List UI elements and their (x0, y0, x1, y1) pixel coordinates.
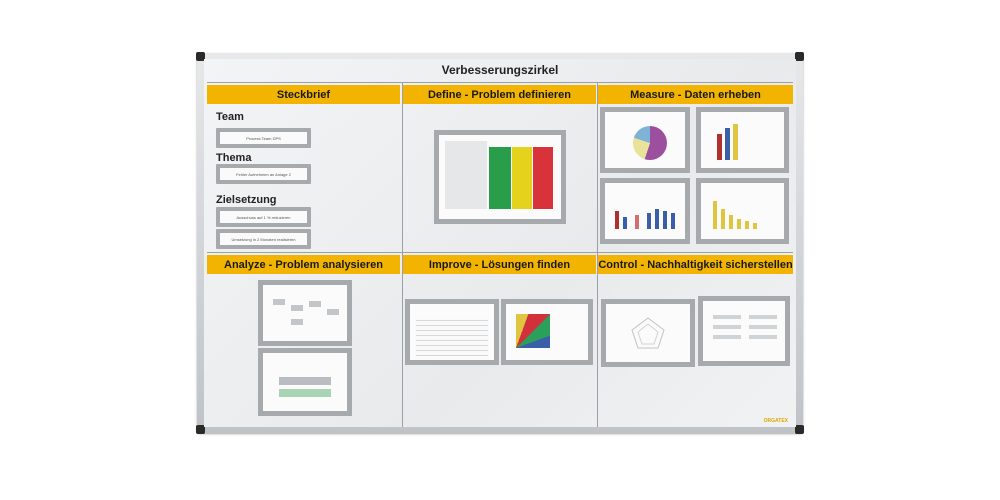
bar (733, 124, 738, 160)
thema-value: Fehler Aufnehmen an Anlage 2 (220, 168, 307, 180)
area-chart (516, 314, 550, 348)
improve-sheet (410, 304, 494, 360)
brand-logo: ORGATEX (763, 418, 788, 424)
frame-corner (795, 425, 804, 434)
bar (713, 201, 717, 229)
flow-box (327, 309, 339, 315)
divider-line (207, 82, 793, 83)
bar (737, 219, 741, 229)
whiteboard: Verbesserungszirkel Steckbrief Define - … (204, 59, 796, 427)
header-analyze: Analyze - Problem analysieren (207, 255, 400, 274)
column-divider (402, 83, 403, 427)
bar (717, 134, 722, 160)
improve-sheet (506, 304, 588, 360)
measure-card-bars-2 (600, 178, 690, 244)
improve-card-chart (501, 299, 593, 365)
ziel-value-1: Ausschuss auf 1 % reduzieren (220, 211, 307, 223)
analyze-sheet (263, 285, 347, 341)
red-column (533, 147, 553, 209)
list-row (713, 335, 741, 339)
frame-corner (795, 52, 804, 61)
team-tag: Process Team DPS (216, 128, 311, 148)
ziel-value-2: Umsetzung in 2 Monaten realisieren (220, 233, 307, 245)
column-divider (597, 83, 598, 427)
bar (655, 209, 659, 229)
frame-corner (196, 52, 205, 61)
bar (725, 128, 730, 160)
measure-card-pareto (696, 178, 789, 244)
list-row (713, 325, 741, 329)
list-row (713, 315, 741, 319)
bar (635, 215, 639, 229)
yellow-column (512, 147, 532, 209)
control-sheet (606, 304, 690, 362)
bar (729, 215, 733, 229)
divider-line (207, 252, 793, 253)
bar (647, 213, 651, 229)
frame-corner (196, 425, 205, 434)
bar (615, 211, 619, 229)
analyze-sheet (263, 353, 347, 411)
table-block (445, 141, 487, 209)
thema-tag: Fehler Aufnehmen an Anlage 2 (216, 164, 311, 184)
flow-box (291, 305, 303, 311)
list-row (749, 315, 777, 319)
header-measure: Measure - Daten erheben (598, 85, 793, 104)
flow-box (273, 299, 285, 305)
list-row (749, 325, 777, 329)
measure-sheet (605, 112, 685, 168)
header-define: Define - Problem definieren (403, 85, 596, 104)
team-label: Team (216, 111, 244, 123)
ziel-tag-1: Ausschuss auf 1 % reduzieren (216, 207, 311, 227)
measure-sheet (701, 183, 784, 239)
improve-card-table (405, 299, 499, 365)
diagram-row (279, 377, 331, 385)
ziel-tag-2: Umsetzung in 2 Monaten realisieren (216, 229, 311, 249)
measure-sheet (605, 183, 685, 239)
header-control: Control - Nachhaltigkeit sicherstellen (598, 255, 793, 274)
measure-card-pie (600, 107, 690, 173)
control-card-radar (601, 299, 695, 367)
flow-box (309, 301, 321, 307)
bar (623, 217, 627, 229)
control-card-list (698, 296, 790, 366)
data-table (416, 318, 488, 356)
team-value: Process Team DPS (220, 132, 307, 144)
bar (753, 223, 757, 229)
diagram-row (279, 389, 331, 397)
measure-card-bars (696, 107, 789, 173)
bar (671, 213, 675, 229)
bar (663, 211, 667, 229)
analyze-card-flow (258, 280, 352, 346)
board-title: Verbesserungszirkel (441, 63, 559, 77)
measure-sheet (701, 112, 784, 168)
analyze-card-diagram (258, 348, 352, 416)
define-sheet (439, 135, 561, 219)
flow-box (291, 319, 303, 325)
list-row (749, 335, 777, 339)
bar (745, 221, 749, 229)
pie-chart (633, 126, 667, 160)
control-sheet (703, 301, 785, 361)
zielsetzung-label: Zielsetzung (216, 194, 277, 206)
bar (721, 209, 725, 229)
header-improve: Improve - Lösungen finden (403, 255, 596, 274)
green-column (489, 147, 511, 209)
thema-label: Thema (216, 152, 252, 164)
define-card (434, 130, 566, 224)
header-steckbrief: Steckbrief (207, 85, 400, 104)
radar-chart (631, 317, 665, 349)
